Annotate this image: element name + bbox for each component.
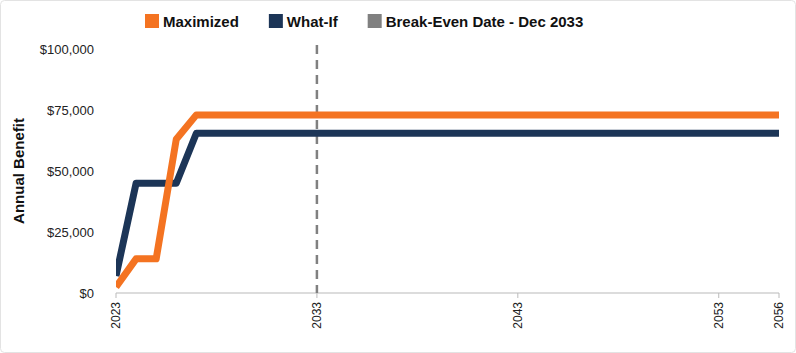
x-tick <box>316 293 317 298</box>
x-tick <box>718 293 719 298</box>
legend-swatch <box>368 14 382 28</box>
chart: Annual Benefit $0 $25,000 $50,000 $75,000 $10… <box>0 0 796 353</box>
frame <box>1 1 796 353</box>
y-axis-label: Annual Benefit <box>10 118 27 224</box>
y-tick-label: $75,000 <box>47 103 94 118</box>
y-tick-label: $100,000 <box>40 42 94 57</box>
plot-area <box>116 45 779 293</box>
legend-label: Maximized <box>163 13 239 30</box>
legend-swatch <box>269 14 283 28</box>
y-tick-label: $0 <box>80 286 94 301</box>
legend-label: What-If <box>287 13 339 30</box>
x-tick <box>779 293 780 298</box>
x-tick <box>517 293 518 298</box>
legend-swatch <box>145 14 159 28</box>
x-tick <box>116 293 117 298</box>
x-tick-label: 2056 <box>772 302 786 329</box>
x-axis-line <box>116 292 779 294</box>
series-line <box>116 115 779 287</box>
x-tick-label: 2033 <box>310 302 324 329</box>
break-even-line <box>316 45 319 293</box>
series-line <box>116 133 779 276</box>
y-tick-label: $25,000 <box>47 225 94 240</box>
x-tick-label: 2053 <box>712 302 726 329</box>
y-tick-label: $50,000 <box>47 164 94 179</box>
x-tick-label: 2043 <box>511 302 525 329</box>
x-tick-label: 2023 <box>109 302 123 329</box>
legend-label: Break-Even Date - Dec 2033 <box>386 13 584 30</box>
